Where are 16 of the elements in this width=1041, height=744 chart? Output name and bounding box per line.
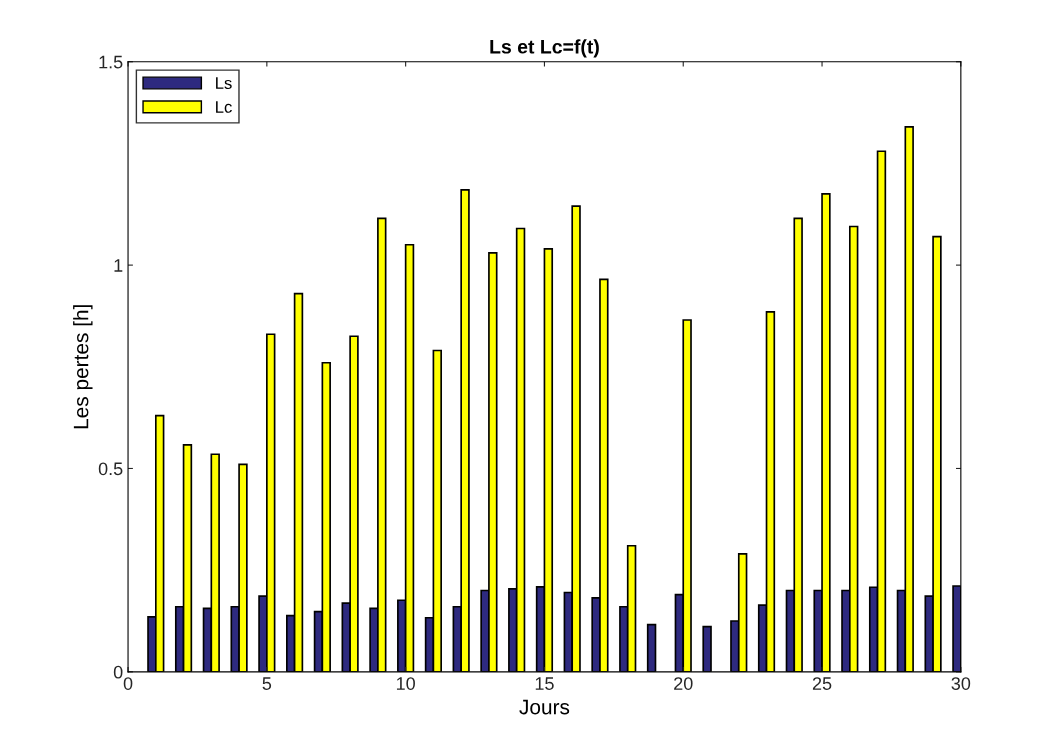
x-tick-label: 5 (262, 677, 272, 690)
x-tick-label: 0 (123, 677, 133, 690)
x-axis-title: Jours (519, 699, 570, 715)
x-tick-label: 30 (951, 677, 971, 690)
x-tick-label: 15 (535, 677, 554, 690)
legend-label: Lc (216, 101, 232, 113)
y-tick-label: 1.5 (99, 55, 123, 69)
y-tick-label: 0 (113, 665, 123, 679)
x-tick-label: 20 (674, 677, 693, 690)
y-axis-title: Les pertes [h] (73, 305, 93, 429)
y-tick-label: 1 (114, 259, 123, 272)
x-tick-label: 10 (396, 677, 415, 690)
chart-title: Ls et Lc=f(t) (490, 39, 599, 58)
y-tick-label: 0.5 (98, 462, 123, 476)
x-tick-label: 25 (812, 677, 832, 690)
legend-label: Ls (216, 77, 232, 89)
